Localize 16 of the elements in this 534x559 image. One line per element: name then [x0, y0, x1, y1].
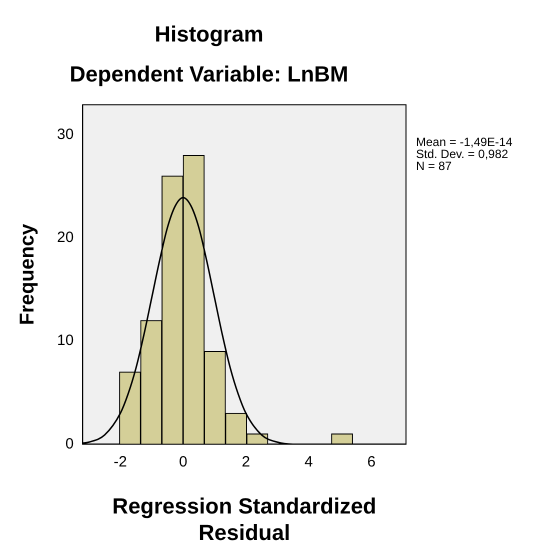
x-tick-label: 6	[367, 453, 376, 470]
text: Std. Dev. = 0,982	[416, 147, 508, 162]
x-tick-label: 2	[242, 453, 250, 470]
x-tick-label: 0	[178, 453, 188, 470]
x-axis-title: Regression Standardized Residual	[112, 493, 376, 545]
text: Mean = -1,49E-14	[416, 135, 513, 150]
y-tick-label: 0	[65, 435, 74, 452]
chart-title: Histogram	[154, 21, 264, 46]
y-tick-label: 20	[56, 229, 74, 246]
y-tick-label: 30	[56, 126, 74, 143]
x-tick-label: -2	[114, 453, 128, 470]
text: N = 87	[416, 159, 452, 174]
y-axis-title: Frequency	[16, 223, 39, 326]
y-tick-label: 10	[56, 332, 74, 350]
chart-subtitle: Dependent Variable: LnBM	[70, 62, 348, 87]
x-tick-label: 4	[304, 453, 313, 470]
